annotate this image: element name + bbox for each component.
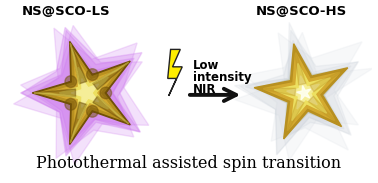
Polygon shape — [256, 46, 346, 137]
Circle shape — [87, 106, 98, 117]
Text: NS@SCO-HS: NS@SCO-HS — [256, 5, 347, 18]
Circle shape — [87, 69, 98, 80]
Polygon shape — [70, 43, 79, 84]
Polygon shape — [310, 69, 346, 92]
Polygon shape — [263, 53, 340, 131]
Polygon shape — [71, 79, 99, 107]
Polygon shape — [93, 62, 129, 90]
Text: Photothermal assisted spin transition: Photothermal assisted spin transition — [36, 155, 342, 172]
Polygon shape — [254, 44, 348, 139]
Text: Low: Low — [193, 59, 219, 72]
Polygon shape — [308, 96, 340, 125]
Polygon shape — [59, 67, 108, 119]
Polygon shape — [32, 41, 130, 145]
Polygon shape — [240, 30, 358, 154]
Polygon shape — [48, 57, 117, 129]
Polygon shape — [256, 88, 296, 96]
Polygon shape — [168, 49, 182, 96]
Polygon shape — [70, 43, 87, 84]
Polygon shape — [34, 93, 76, 97]
Text: NIR: NIR — [193, 83, 216, 96]
Polygon shape — [265, 55, 338, 129]
Circle shape — [100, 87, 112, 99]
Polygon shape — [287, 76, 319, 109]
Polygon shape — [14, 28, 149, 164]
Polygon shape — [93, 62, 129, 83]
Polygon shape — [21, 25, 142, 158]
Circle shape — [65, 76, 77, 87]
Polygon shape — [43, 52, 121, 134]
Polygon shape — [285, 100, 304, 137]
Polygon shape — [98, 96, 129, 124]
Polygon shape — [34, 89, 76, 97]
Polygon shape — [22, 27, 142, 156]
Polygon shape — [244, 32, 373, 150]
Polygon shape — [235, 33, 362, 160]
Circle shape — [65, 98, 77, 110]
Polygon shape — [297, 86, 311, 100]
Polygon shape — [234, 22, 359, 155]
Polygon shape — [70, 104, 87, 143]
Polygon shape — [294, 46, 306, 85]
Polygon shape — [39, 48, 125, 138]
Polygon shape — [70, 102, 87, 143]
Polygon shape — [20, 30, 140, 153]
Polygon shape — [50, 59, 116, 127]
Text: intensity: intensity — [193, 71, 251, 84]
Polygon shape — [274, 64, 330, 121]
Polygon shape — [36, 45, 131, 143]
Polygon shape — [245, 40, 351, 139]
Polygon shape — [93, 96, 129, 124]
Text: NS@SCO-LS: NS@SCO-LS — [22, 5, 110, 18]
